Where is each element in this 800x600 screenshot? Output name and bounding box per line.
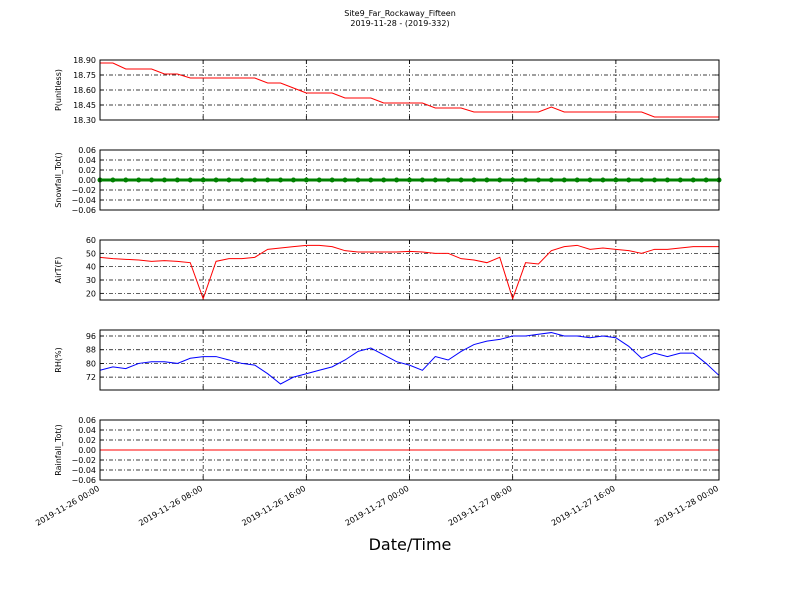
figure-title: Site9_Far_Rockaway_Fifteen — [344, 9, 456, 18]
figure-subtitle: 2019-11-28 - (2019-332) — [350, 19, 449, 28]
data-marker — [123, 177, 129, 183]
y-tick-label: 0.00 — [78, 446, 96, 455]
data-line — [99, 244, 719, 301]
data-marker — [677, 177, 683, 183]
data-marker — [368, 177, 374, 183]
y-tick-label: 0.04 — [78, 426, 96, 435]
y-tick-label: 0.04 — [78, 156, 96, 165]
data-marker — [278, 177, 284, 183]
data-marker — [523, 177, 529, 183]
y-tick-label: −0.04 — [71, 466, 96, 475]
data-marker — [497, 177, 503, 183]
data-marker — [548, 177, 554, 183]
y-tick-label: 72 — [86, 373, 96, 382]
data-marker — [600, 177, 606, 183]
data-marker — [574, 177, 580, 183]
y-tick-label: 0.02 — [78, 166, 96, 175]
data-marker — [381, 177, 387, 183]
y-tick-label: −0.04 — [71, 196, 96, 205]
y-tick-label: 60 — [86, 236, 96, 245]
data-marker — [136, 177, 142, 183]
data-marker — [419, 177, 425, 183]
x-tick-label: 2019-11-28 00:00 — [653, 484, 720, 528]
y-tick-label: −0.02 — [71, 186, 96, 195]
data-marker — [407, 177, 412, 183]
data-marker — [690, 177, 696, 183]
data-marker — [652, 177, 658, 183]
data-marker — [432, 177, 438, 183]
y-axis-label: Snowfall_Tot() — [54, 152, 63, 208]
data-line — [99, 332, 720, 385]
data-marker — [265, 177, 271, 183]
data-marker — [174, 177, 180, 183]
y-axis-label: RH(%) — [54, 347, 63, 372]
data-marker — [445, 177, 451, 183]
y-tick-label: 0.02 — [78, 436, 96, 445]
y-tick-label: 30 — [86, 276, 96, 285]
data-marker — [639, 177, 645, 183]
data-marker — [161, 177, 167, 183]
data-marker — [187, 177, 193, 183]
data-marker — [149, 177, 155, 183]
data-marker — [664, 177, 670, 183]
plot-frame — [99, 59, 720, 121]
data-marker — [458, 177, 464, 183]
data-marker — [355, 177, 361, 183]
data-marker — [561, 177, 567, 183]
data-marker — [703, 177, 709, 183]
y-tick-label: 0.00 — [78, 176, 96, 185]
x-tick-label: 2019-11-27 08:00 — [447, 484, 514, 528]
y-axis-label: AirT(F) — [54, 257, 63, 284]
data-marker — [213, 177, 219, 183]
y-tick-label: −0.06 — [71, 476, 96, 485]
y-axis-label: Rainfall_Tot() — [54, 424, 63, 476]
y-tick-label: 50 — [86, 249, 96, 258]
data-marker — [342, 177, 348, 183]
data-marker — [613, 177, 619, 183]
data-marker — [587, 177, 593, 183]
y-tick-label: 20 — [86, 289, 96, 298]
y-tick-label: 0.06 — [78, 416, 96, 425]
y-tick-label: −0.02 — [71, 456, 96, 465]
data-marker — [252, 177, 258, 183]
x-tick-label: 2019-11-27 00:00 — [344, 484, 411, 528]
y-tick-label: 18.60 — [73, 86, 96, 95]
data-line — [100, 62, 719, 118]
x-tick-label: 2019-11-26 00:00 — [34, 484, 101, 528]
y-tick-label: 40 — [86, 263, 96, 272]
data-marker — [200, 177, 206, 183]
data-marker — [239, 177, 245, 183]
x-tick-label: 2019-11-26 08:00 — [137, 484, 204, 528]
data-marker — [535, 177, 541, 183]
y-axis-label: P(unitless) — [54, 69, 63, 111]
y-tick-label: 80 — [86, 359, 96, 368]
y-tick-label: 18.45 — [73, 101, 96, 110]
x-tick-label: 2019-11-26 16:00 — [240, 484, 307, 528]
data-marker — [394, 177, 400, 183]
y-tick-label: 0.06 — [78, 146, 96, 155]
plot-frame — [99, 149, 720, 211]
y-tick-label: 18.90 — [73, 56, 96, 65]
data-marker — [226, 177, 232, 183]
plot-frame — [99, 329, 720, 391]
y-tick-label: 18.75 — [73, 71, 96, 80]
plot-frame — [99, 239, 720, 301]
data-marker — [290, 177, 296, 183]
y-tick-label: 96 — [86, 332, 96, 341]
data-marker — [329, 177, 335, 183]
x-tick-label: 2019-11-27 16:00 — [550, 484, 617, 528]
data-marker — [110, 177, 116, 183]
data-marker — [303, 177, 309, 183]
data-marker — [471, 177, 477, 183]
x-axis-label: Date/Time — [369, 535, 452, 554]
y-tick-label: 18.30 — [73, 116, 96, 125]
data-marker — [510, 177, 516, 183]
data-marker — [484, 177, 490, 183]
data-marker — [316, 177, 322, 183]
y-tick-label: −0.06 — [71, 206, 96, 215]
data-marker — [626, 177, 632, 183]
plot-frame — [99, 419, 720, 481]
y-tick-label: 88 — [86, 346, 96, 355]
